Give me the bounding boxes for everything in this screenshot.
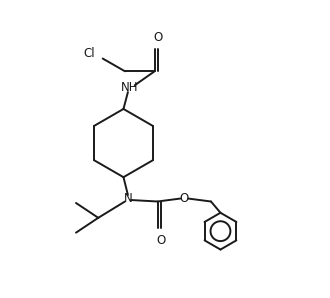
Text: N: N (123, 192, 132, 205)
Text: Cl: Cl (84, 47, 95, 60)
Text: O: O (180, 192, 189, 205)
Text: O: O (156, 234, 166, 246)
Text: NH: NH (121, 81, 138, 94)
Text: O: O (153, 31, 163, 44)
